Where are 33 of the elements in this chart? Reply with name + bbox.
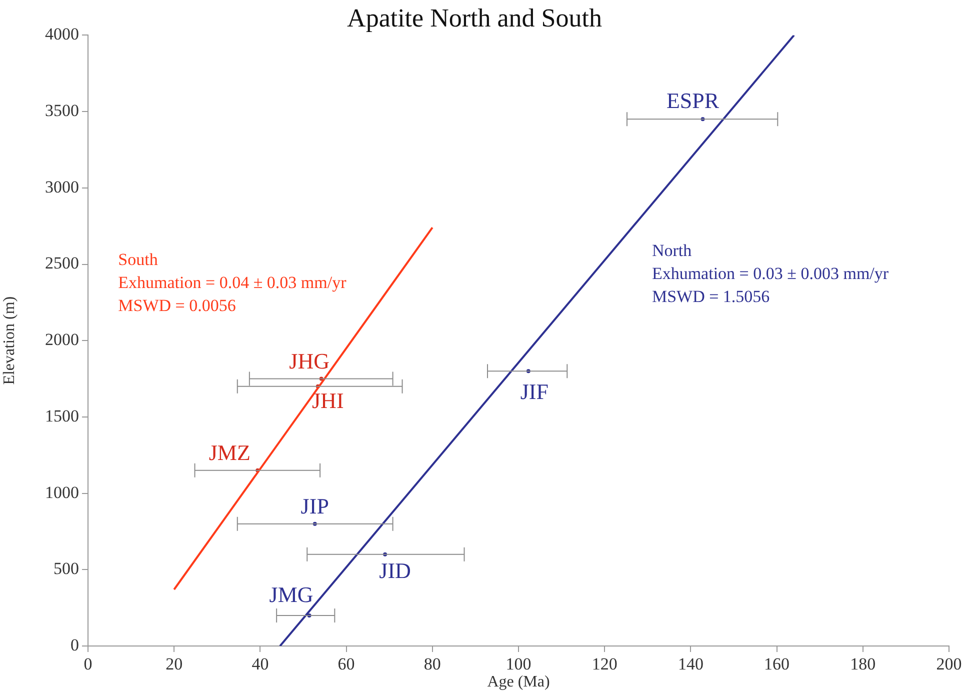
data-label: ESPR xyxy=(666,88,720,113)
annotation: North Exhumation = 0.03 ± 0.003 mm/yr MSWD = 1.5056 xyxy=(652,240,889,306)
x-tick-label: 0 xyxy=(84,654,92,674)
data-label: JIF xyxy=(520,378,548,404)
x-tick-label: 180 xyxy=(850,654,876,674)
data-label: JHI xyxy=(312,388,344,414)
x-tick-label: 40 xyxy=(252,654,269,674)
x-tick-label: 20 xyxy=(166,654,183,674)
annotation: South Exhumation = 0.04 ± 0.03 mm/yr MSWD = 0.0056 xyxy=(118,250,347,316)
data-label: JMG xyxy=(269,582,314,608)
y-tick-label: 500 xyxy=(54,559,79,578)
x-axis-title: Age (Ma) xyxy=(487,674,550,691)
data-label: JHG xyxy=(289,348,330,374)
x-tick-label: 200 xyxy=(936,654,962,674)
x-tick-label: 140 xyxy=(678,654,704,674)
chart-title: Apatite North and South xyxy=(347,3,602,32)
data-label: JID xyxy=(379,558,411,584)
y-tick-label: 4000 xyxy=(45,24,79,44)
x-tick-label: 60 xyxy=(338,654,355,674)
y-tick-label: 1000 xyxy=(45,482,79,502)
x-tick-label: 120 xyxy=(592,654,618,674)
y-tick-label: 2000 xyxy=(45,330,79,350)
x-tick-label: 160 xyxy=(764,654,790,674)
x-tick-label: 100 xyxy=(506,654,532,674)
y-tick-label: 3000 xyxy=(45,177,79,196)
data-label: JMZ xyxy=(208,440,250,466)
x-tick-label: 80 xyxy=(424,654,441,674)
y-axis-title: Elevation (m) xyxy=(0,296,18,385)
y-tick-label: 0 xyxy=(70,635,79,654)
y-tick-label: 1500 xyxy=(45,406,79,426)
y-tick-label: 2500 xyxy=(45,254,79,273)
y-tick-label: 3500 xyxy=(45,101,79,120)
data-label: JIP xyxy=(300,494,329,519)
